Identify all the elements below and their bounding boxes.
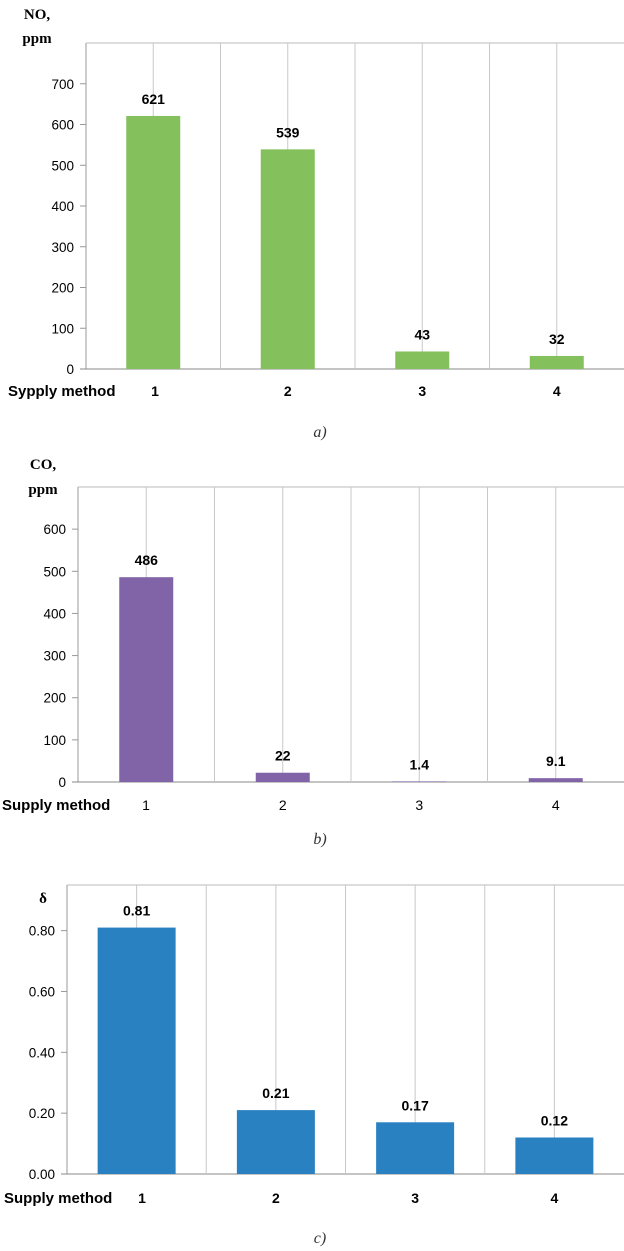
y-tick-label: 0 — [58, 775, 66, 790]
y-tick-label: 200 — [51, 281, 74, 296]
bar-4 — [515, 1137, 594, 1174]
y-tick-label: 300 — [51, 240, 74, 255]
chart-2: 0 100 200 300 400 500 600 486 22 1.4 9.1 1 2 3 4 Supply… — [2, 457, 624, 848]
y-tick-label: 0.60 — [29, 984, 55, 999]
y-axis-title: CO, — [30, 457, 57, 473]
x-tick-label-3: 3 — [415, 797, 423, 813]
chart-1: 0 100 200 300 400 500 600 700 621 539 43 32 1 2 3 4 Sypp… — [8, 7, 624, 441]
bar-3 — [376, 1122, 455, 1174]
bar-1 — [97, 927, 176, 1174]
chart-caption: c) — [314, 1230, 326, 1247]
y-axis-title: NO, — [24, 7, 51, 23]
y-axis-title: δ — [39, 891, 47, 907]
chart-caption: a) — [313, 424, 326, 441]
bar-3 — [392, 781, 447, 782]
x-tick-label-4: 4 — [550, 1190, 558, 1206]
data-label-4: 32 — [549, 331, 565, 347]
y-tick-label: 500 — [43, 564, 66, 579]
x-tick-label-2: 2 — [272, 1190, 280, 1206]
bar-1 — [126, 115, 181, 369]
chart-caption: b) — [313, 831, 326, 848]
y-tick-label: 0.00 — [29, 1167, 55, 1182]
y-tick-label: 400 — [51, 199, 74, 214]
y-tick-label: 600 — [43, 522, 66, 537]
x-axis-title: Supply method — [2, 797, 110, 814]
bar-4 — [529, 355, 584, 369]
bar-3 — [395, 351, 450, 369]
data-label-1: 486 — [135, 552, 159, 568]
y-tick-label: 0.80 — [29, 924, 55, 939]
y-tick-label: 0.20 — [29, 1106, 55, 1121]
chart-3: 0.00 0.20 0.40 0.60 0.80 0.81 0.21 0.17 0.12 1 2 3 4… — [4, 884, 624, 1247]
data-label-2: 539 — [276, 124, 300, 140]
data-label-4: 9.1 — [546, 753, 566, 769]
x-tick-label-3: 3 — [411, 1190, 419, 1206]
bar-2 — [260, 149, 315, 369]
data-label-1: 0.81 — [123, 903, 150, 919]
bar-1 — [119, 577, 174, 782]
data-label-2: 22 — [275, 748, 291, 764]
y-axis-title: ppm — [22, 31, 52, 47]
y-tick-label: 400 — [43, 606, 66, 621]
bar-4 — [528, 778, 583, 782]
data-label-3: 1.4 — [410, 756, 430, 772]
y-tick-label: 600 — [51, 118, 74, 133]
data-label-3: 0.17 — [402, 1097, 429, 1113]
x-tick-label-2: 2 — [284, 383, 292, 399]
x-tick-label-3: 3 — [418, 383, 426, 399]
y-tick-label: 300 — [43, 649, 66, 664]
x-axis-title: Supply method — [4, 1190, 112, 1207]
data-label-2: 0.21 — [262, 1085, 289, 1101]
x-tick-label-4: 4 — [552, 797, 560, 813]
y-tick-label: 100 — [51, 321, 74, 336]
x-axis-title: Sypply method — [8, 383, 116, 400]
y-tick-label: 500 — [51, 158, 74, 173]
y-tick-label: 100 — [43, 733, 66, 748]
bar-2 — [236, 1110, 315, 1174]
y-tick-label: 0.40 — [29, 1045, 55, 1060]
y-tick-label: 200 — [43, 691, 66, 706]
x-tick-label-1: 1 — [142, 797, 150, 813]
x-tick-label-1: 1 — [151, 383, 159, 399]
data-label-1: 621 — [142, 91, 166, 107]
x-tick-label-2: 2 — [279, 797, 287, 813]
y-tick-label: 700 — [51, 77, 74, 92]
bar-2 — [255, 772, 310, 782]
x-tick-label-4: 4 — [553, 383, 561, 399]
data-label-3: 43 — [414, 326, 430, 342]
data-label-4: 0.12 — [541, 1112, 568, 1128]
y-axis-title: ppm — [28, 482, 58, 498]
y-tick-label: 0 — [66, 362, 74, 377]
x-tick-label-1: 1 — [138, 1190, 146, 1206]
